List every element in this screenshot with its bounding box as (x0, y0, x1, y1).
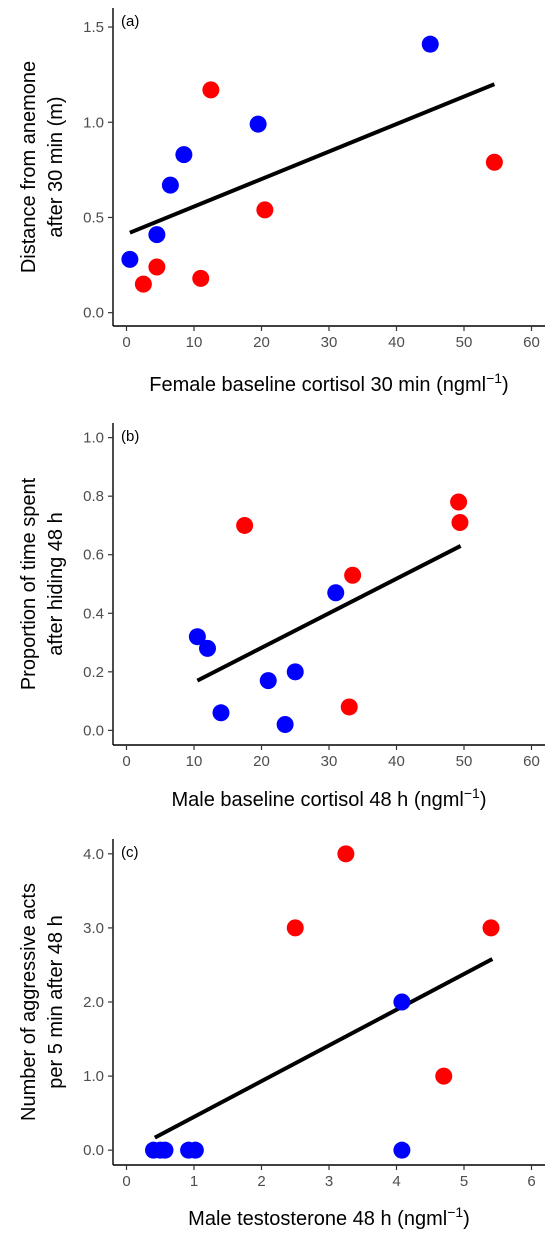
red-data-point (134, 275, 152, 293)
x-tick-label: 60 (523, 334, 540, 351)
y-tick-label: 0.0 (83, 305, 104, 322)
x-tick-label: 20 (253, 334, 270, 351)
red-data-point (286, 919, 304, 937)
x-tick-label: 50 (456, 753, 473, 770)
red-data-point (236, 516, 254, 534)
y-tick-label: 3.0 (83, 920, 104, 937)
blue-data-point (276, 716, 294, 734)
y-tick-label: 4.0 (83, 846, 104, 863)
x-tick-label: 50 (456, 334, 473, 351)
panel-label: (b) (121, 428, 139, 445)
y-axis-title-line: Number of aggressive acts (18, 883, 40, 1121)
x-tick-label: 20 (253, 753, 270, 770)
x-axis-title: Female baseline cortisol 30 min (ngml−1) (149, 370, 508, 396)
x-tick-label: 6 (527, 1173, 535, 1190)
red-data-point (256, 201, 274, 219)
red-data-point (192, 269, 210, 287)
blue-data-point (286, 663, 304, 681)
blue-data-point (393, 993, 411, 1011)
blue-data-point (161, 176, 179, 194)
panel-1: 0 10 20 30 40 50 60 0.0 0.5 1.0 1.5 (a) Female basel… (18, 8, 545, 396)
x-tick-label: 30 (321, 753, 338, 770)
y-axis-title-line: after hiding 48 h (45, 512, 67, 655)
y-axis-title-line: Distance from anemone (18, 61, 40, 273)
y-axis-title-line: per 5 min after 48 h (45, 915, 67, 1088)
panel-label: (a) (121, 13, 139, 30)
red-data-point (202, 81, 220, 99)
y-tick-label: 1.5 (83, 19, 104, 36)
x-tick-label: 0 (122, 1173, 130, 1190)
y-tick-label: 0.2 (83, 664, 104, 681)
y-tick-label: 0.4 (83, 605, 104, 622)
y-tick-label: 0.0 (83, 1142, 104, 1159)
blue-data-point (186, 1141, 204, 1159)
red-data-point (485, 153, 503, 171)
red-data-point (148, 258, 166, 276)
red-data-point (450, 493, 468, 511)
red-data-point (344, 566, 362, 584)
y-tick-label: 0.8 (83, 488, 104, 505)
blue-data-point (259, 672, 277, 690)
blue-data-point (212, 704, 230, 722)
x-tick-label: 0 (122, 334, 130, 351)
blue-data-point (421, 35, 439, 53)
blue-data-point (188, 628, 206, 646)
red-data-point (482, 919, 500, 937)
blue-data-point (148, 226, 166, 244)
x-tick-label: 3 (325, 1173, 333, 1190)
y-tick-label: 0.6 (83, 547, 104, 564)
x-tick-label: 0 (122, 753, 130, 770)
blue-data-point (175, 146, 193, 164)
blue-data-point (249, 115, 267, 133)
x-axis-title: Male baseline cortisol 48 h (ngml−1) (171, 785, 486, 811)
x-tick-label: 30 (321, 334, 338, 351)
y-tick-label: 1.0 (83, 430, 104, 447)
red-data-point (451, 514, 469, 532)
x-tick-label: 10 (186, 334, 203, 351)
panel-3: 0 1 2 3 4 5 6 0.0 1.0 2.0 3.0 4.0 (c) Male testostero… (18, 839, 545, 1230)
x-tick-label: 4 (392, 1173, 400, 1190)
x-tick-label: 40 (388, 753, 405, 770)
blue-data-point (393, 1141, 411, 1159)
blue-data-point (121, 250, 139, 268)
panel-2: 0 10 20 30 40 50 60 0.0 0.2 0.4 0.6 0.8 1.0 (b) Male b… (18, 423, 545, 811)
red-data-point (435, 1067, 453, 1085)
regression-line (129, 82, 496, 235)
red-data-point (340, 698, 358, 716)
y-axis-title-line: Proportion of time spent (18, 477, 40, 690)
y-tick-label: 1.0 (83, 1068, 104, 1085)
y-tick-label: 1.0 (83, 114, 104, 131)
regression-line (153, 957, 494, 1140)
x-tick-label: 2 (257, 1173, 265, 1190)
y-tick-label: 0.5 (83, 209, 104, 226)
x-tick-label: 5 (460, 1173, 468, 1190)
x-tick-label: 1 (190, 1173, 198, 1190)
x-tick-label: 40 (388, 334, 405, 351)
y-tick-label: 0.0 (83, 722, 104, 739)
blue-data-point (199, 639, 216, 657)
blue-data-point (327, 584, 345, 602)
panel-label: (c) (121, 844, 139, 861)
x-tick-label: 10 (186, 753, 203, 770)
x-axis-title: Male testosterone 48 h (ngml−1) (188, 1204, 470, 1230)
x-tick-label: 60 (523, 753, 540, 770)
y-axis-title-line: after 30 min (m) (45, 96, 67, 237)
blue-data-point (156, 1141, 174, 1159)
y-tick-label: 2.0 (83, 994, 104, 1011)
red-data-point (337, 845, 355, 863)
regression-line (196, 544, 462, 683)
